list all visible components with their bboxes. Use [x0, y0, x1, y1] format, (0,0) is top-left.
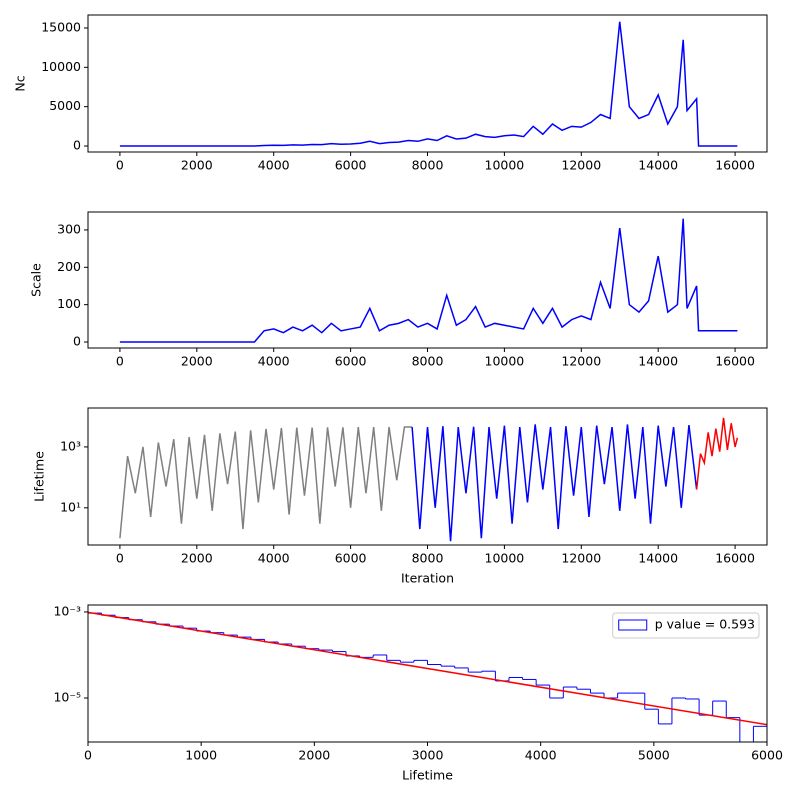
x-tick-label: 16000	[715, 551, 755, 566]
legend-label: p value = 0.593	[655, 617, 755, 632]
y-tick-label: 300	[57, 221, 81, 236]
subplot: 0 2000 4000 6000 8000 10000 12000 14000 16000 0 10…	[29, 211, 768, 369]
legend-swatch	[618, 619, 648, 631]
x-tick-label: 16000	[715, 158, 755, 173]
y-tick-label: 10³	[60, 438, 81, 453]
x-tick-label: 1000	[185, 748, 217, 763]
x-tick-label: 8000	[412, 551, 444, 566]
x-tick-label: 10000	[485, 354, 525, 369]
x-tick-label: 8000	[412, 158, 444, 173]
x-tick-label: 0	[116, 158, 124, 173]
x-tick-label: 3000	[412, 748, 444, 763]
data-line	[119, 426, 413, 539]
x-tick-label: 2000	[181, 158, 213, 173]
x-tick-label: 0	[84, 748, 92, 763]
x-tick-label: 4000	[258, 354, 290, 369]
x-tick-label: 4000	[525, 748, 557, 763]
y-axis-label: Nc	[13, 75, 28, 91]
y-axis-label: Scale	[29, 263, 44, 297]
subplot: 0 2000 4000 6000 8000 10000 12000 14000 16000 0 50…	[13, 14, 768, 173]
axes-frame	[87, 604, 768, 743]
x-tick-label: 4000	[258, 551, 290, 566]
data-line	[119, 21, 738, 147]
y-tick-label: 10¹	[60, 499, 81, 514]
legend-frame	[612, 612, 760, 639]
subplot: 0 2000 4000 6000 8000 10000 12000 14000 16000 10¹…	[32, 407, 768, 586]
subplot: 0 1000 2000 3000 4000 5000 6000 10⁻⁵ 10⁻³ Lifetim…	[53, 603, 782, 782]
y-tick-label: 200	[57, 259, 81, 274]
y-tick-label: 5000	[49, 98, 81, 113]
x-tick-label: 12000	[561, 551, 601, 566]
y-tick-label: 10⁻³	[53, 603, 81, 618]
x-tick-label: 6000	[335, 158, 367, 173]
x-tick-label: 0	[116, 551, 124, 566]
legend: p value = 0.593	[612, 612, 760, 639]
x-tick-label: 14000	[638, 551, 678, 566]
x-tick-label: 2000	[298, 748, 330, 763]
axes-frame	[87, 211, 768, 349]
x-tick-label: 5000	[638, 748, 670, 763]
x-tick-label: 10000	[485, 551, 525, 566]
y-axis-label: Lifetime	[32, 451, 47, 502]
axes-frame	[87, 407, 768, 546]
x-tick-label: 14000	[638, 158, 678, 173]
data-line	[119, 218, 738, 343]
x-tick-label: 8000	[412, 354, 444, 369]
y-tick-label: 100	[57, 296, 81, 311]
y-tick-label: 10000	[41, 59, 81, 74]
x-tick-label: 12000	[561, 158, 601, 173]
x-tick-label: 2000	[181, 354, 213, 369]
y-tick-label: 0	[73, 334, 81, 349]
x-tick-label: 14000	[638, 354, 678, 369]
fit-line	[88, 611, 767, 726]
x-tick-label: 10000	[485, 158, 525, 173]
axes-frame	[87, 14, 768, 153]
x-axis-label: Lifetime	[402, 768, 453, 783]
x-tick-label: 0	[116, 354, 124, 369]
x-tick-label: 6000	[335, 551, 367, 566]
x-tick-label: 6000	[751, 748, 783, 763]
data-line	[411, 424, 698, 542]
x-tick-label: 16000	[715, 354, 755, 369]
x-axis-label: Iteration	[401, 571, 454, 586]
x-tick-label: 2000	[181, 551, 213, 566]
x-tick-label: 6000	[335, 354, 367, 369]
x-tick-label: 4000	[258, 158, 290, 173]
y-tick-label: 10⁻⁵	[53, 690, 81, 705]
data-line	[695, 417, 739, 490]
y-tick-label: 15000	[41, 19, 81, 34]
x-tick-label: 12000	[561, 354, 601, 369]
y-tick-label: 0	[73, 138, 81, 153]
